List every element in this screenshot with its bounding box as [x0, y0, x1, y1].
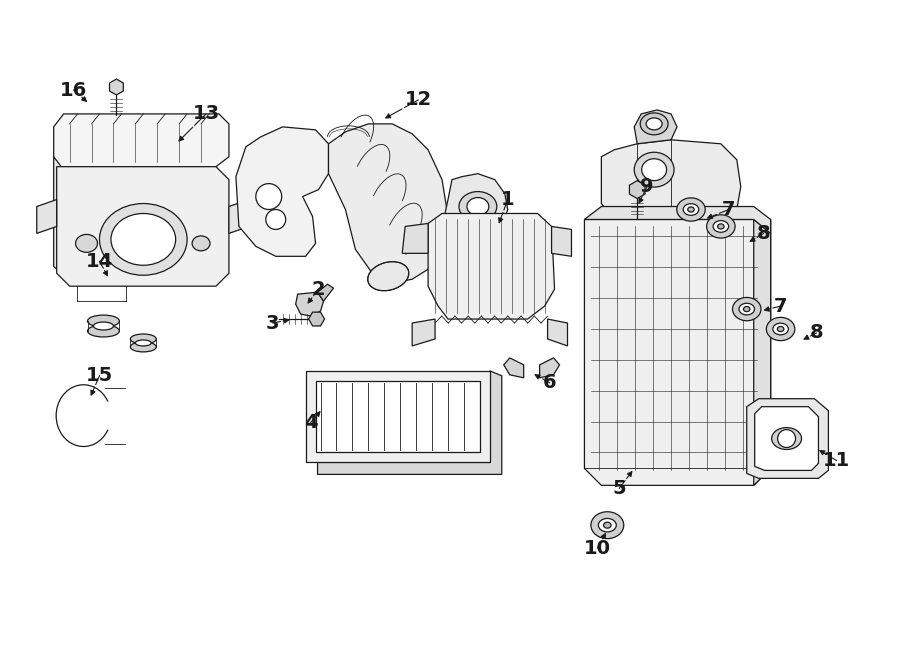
Text: 12: 12: [404, 91, 432, 110]
Polygon shape: [296, 292, 323, 316]
Circle shape: [256, 184, 282, 210]
Polygon shape: [318, 284, 334, 301]
Ellipse shape: [733, 297, 761, 321]
Polygon shape: [110, 79, 123, 95]
Polygon shape: [584, 206, 770, 233]
Polygon shape: [634, 110, 677, 144]
Polygon shape: [306, 371, 490, 463]
Circle shape: [778, 430, 796, 447]
Ellipse shape: [87, 325, 120, 337]
Text: 5: 5: [613, 479, 626, 498]
Ellipse shape: [100, 204, 187, 275]
Ellipse shape: [368, 262, 409, 291]
Polygon shape: [504, 358, 524, 378]
Ellipse shape: [192, 236, 210, 251]
Ellipse shape: [604, 522, 611, 528]
Ellipse shape: [87, 315, 120, 327]
Text: 6: 6: [543, 373, 556, 392]
Polygon shape: [540, 358, 560, 378]
Text: 7: 7: [774, 297, 788, 315]
Text: 8: 8: [810, 323, 824, 342]
Polygon shape: [428, 214, 554, 319]
Polygon shape: [229, 200, 248, 233]
Ellipse shape: [634, 152, 674, 187]
Text: 10: 10: [584, 539, 611, 558]
Polygon shape: [412, 319, 435, 346]
Text: 16: 16: [60, 81, 87, 100]
Polygon shape: [37, 200, 57, 233]
Text: 14: 14: [86, 252, 113, 271]
Text: 1: 1: [501, 190, 515, 209]
Ellipse shape: [771, 428, 802, 449]
Ellipse shape: [94, 322, 113, 330]
Ellipse shape: [739, 303, 754, 315]
Polygon shape: [755, 407, 818, 471]
Text: 7: 7: [722, 200, 735, 219]
Circle shape: [266, 210, 285, 229]
Polygon shape: [402, 223, 428, 253]
Polygon shape: [629, 180, 645, 198]
Text: 8: 8: [757, 224, 770, 243]
Polygon shape: [54, 114, 229, 167]
Polygon shape: [328, 124, 448, 283]
Polygon shape: [54, 157, 67, 279]
Text: 4: 4: [304, 413, 318, 432]
Ellipse shape: [677, 198, 706, 221]
Polygon shape: [584, 219, 770, 485]
Ellipse shape: [688, 207, 694, 212]
Ellipse shape: [642, 159, 667, 180]
Ellipse shape: [767, 317, 795, 340]
Ellipse shape: [467, 198, 489, 215]
Ellipse shape: [743, 307, 750, 312]
Text: 3: 3: [266, 313, 280, 332]
Polygon shape: [236, 127, 328, 256]
Text: 15: 15: [86, 366, 113, 385]
Polygon shape: [747, 399, 828, 479]
Polygon shape: [57, 167, 229, 286]
Ellipse shape: [717, 224, 725, 229]
Ellipse shape: [640, 113, 668, 135]
Polygon shape: [552, 227, 572, 256]
Ellipse shape: [111, 214, 176, 265]
Polygon shape: [547, 319, 568, 346]
Ellipse shape: [591, 512, 624, 539]
Text: 2: 2: [311, 280, 326, 299]
Polygon shape: [316, 381, 480, 453]
Ellipse shape: [130, 334, 157, 344]
Polygon shape: [318, 371, 502, 475]
Ellipse shape: [459, 192, 497, 221]
Text: 13: 13: [193, 104, 220, 124]
Polygon shape: [309, 312, 325, 326]
Ellipse shape: [773, 323, 788, 335]
Ellipse shape: [135, 340, 151, 346]
Text: 11: 11: [823, 451, 850, 470]
Ellipse shape: [713, 221, 729, 232]
Ellipse shape: [598, 518, 616, 532]
Polygon shape: [753, 219, 770, 485]
Ellipse shape: [706, 215, 735, 238]
Text: 9: 9: [641, 177, 654, 196]
Ellipse shape: [76, 235, 97, 253]
Ellipse shape: [683, 204, 698, 215]
Ellipse shape: [646, 118, 662, 130]
Ellipse shape: [130, 342, 157, 352]
Ellipse shape: [778, 327, 784, 332]
Polygon shape: [445, 174, 508, 233]
Polygon shape: [601, 140, 741, 219]
